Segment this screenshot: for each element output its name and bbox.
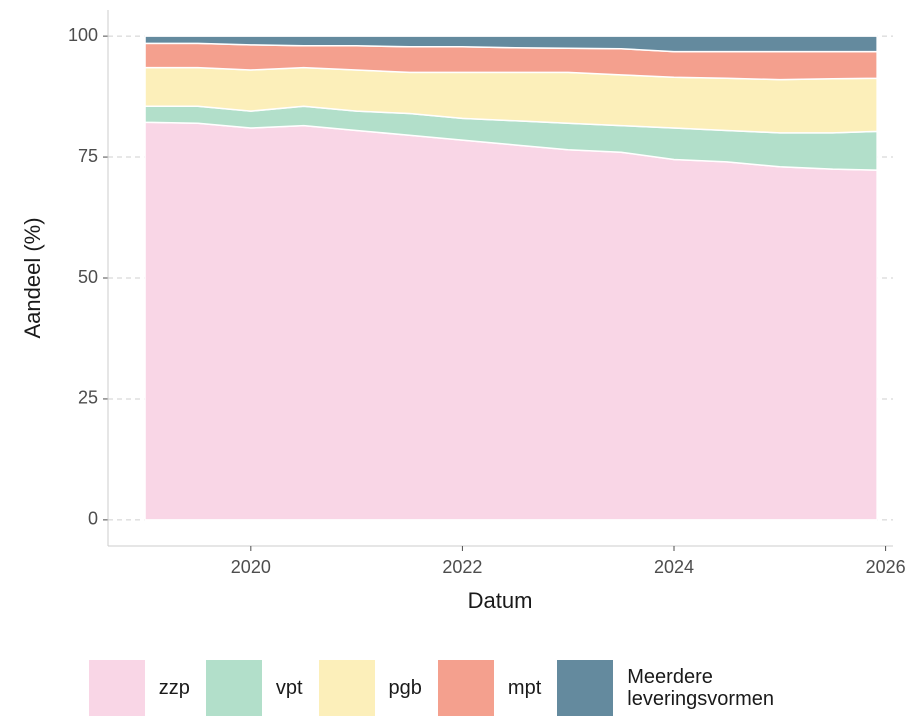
legend-key bbox=[88, 660, 145, 716]
legend: zzp vpt pgb mpt Meerdere leveringsvormen bbox=[0, 660, 916, 716]
legend-item: pgb bbox=[318, 660, 422, 716]
legend-item: mpt bbox=[437, 660, 542, 716]
legend-label: zzp bbox=[158, 677, 190, 699]
legend-item: Meerdere leveringsvormen bbox=[557, 660, 827, 716]
y-tick-label: 100 bbox=[68, 25, 98, 45]
y-axis-title: Aandeel (%) bbox=[20, 217, 45, 338]
x-tick-label: 2020 bbox=[231, 557, 271, 577]
legend-key bbox=[205, 660, 262, 716]
legend-key bbox=[437, 660, 494, 716]
area bbox=[144, 121, 878, 521]
legend-label: vpt bbox=[275, 677, 303, 699]
legend-key bbox=[318, 660, 375, 716]
y-tick-label: 0 bbox=[88, 509, 98, 529]
area bbox=[144, 35, 878, 53]
legend-label: mpt bbox=[507, 677, 542, 699]
x-axis-title: Datum bbox=[468, 588, 533, 613]
x-tick-label: 2026 bbox=[866, 557, 906, 577]
y-tick-label: 25 bbox=[78, 388, 98, 408]
legend-key bbox=[557, 660, 614, 716]
chart: Datum Aandeel (%) 0 25 50 75 100 2020 2022 2024… bbox=[20, 10, 906, 613]
x-tick-label: 2024 bbox=[654, 557, 694, 577]
y-tick-label: 50 bbox=[78, 267, 98, 287]
y-tick-label: 75 bbox=[78, 146, 98, 166]
x-tick-label: 2022 bbox=[442, 557, 482, 577]
legend-item: vpt bbox=[205, 660, 303, 716]
legend-label: pgb bbox=[388, 677, 422, 699]
legend-label: Meerdere leveringsvormen bbox=[627, 666, 774, 710]
legend-item: zzp bbox=[88, 660, 190, 716]
